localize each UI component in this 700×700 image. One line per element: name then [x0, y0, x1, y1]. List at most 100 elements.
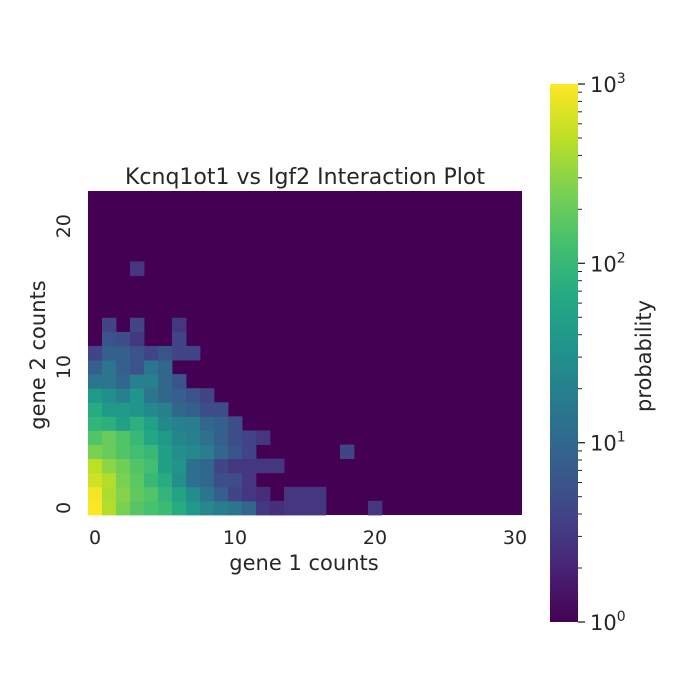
heatmap-cell — [130, 360, 145, 375]
heatmap-cell — [214, 458, 229, 474]
heatmap-cell — [102, 472, 117, 488]
heatmap-cell — [172, 331, 187, 347]
heatmap-cell — [186, 388, 201, 403]
heatmap-cell — [158, 472, 173, 488]
chart-title: Kcnq1ot1 vs Igf2 Interaction Plot — [125, 165, 485, 190]
heatmap-cell — [144, 345, 159, 361]
heatmap-cell — [270, 500, 285, 516]
heatmap-cell — [172, 444, 187, 460]
heatmap-cell — [130, 317, 145, 333]
heatmap-cell — [200, 500, 215, 516]
heatmap-cell — [116, 458, 131, 474]
heatmap-cell — [116, 331, 131, 347]
heatmap-cell — [88, 430, 103, 445]
heatmap-cell — [228, 416, 243, 431]
heatmap-cell — [158, 388, 173, 403]
heatmap-cell — [158, 500, 173, 516]
heatmap-cell — [116, 388, 131, 403]
heatmap-cell — [186, 402, 201, 417]
heatmap-cell — [242, 444, 257, 460]
heatmap-cell — [144, 360, 159, 375]
heatmap-cell — [102, 500, 117, 516]
heatmap-cell — [130, 261, 145, 276]
heatmap-cell — [116, 345, 131, 361]
heatmap-cell — [172, 472, 187, 488]
heatmap-cell — [186, 472, 201, 488]
heatmap-cell — [214, 500, 229, 516]
heatmap-cell — [158, 458, 173, 474]
heatmap-cell — [144, 416, 159, 431]
heatmap-cell — [242, 472, 257, 488]
heatmap-cell — [186, 458, 201, 474]
heatmap-cell — [102, 317, 117, 333]
heatmap-cell — [144, 430, 159, 445]
heatmap-cell — [214, 430, 229, 445]
colorbar-tick-label: 102 — [590, 250, 626, 276]
heatmap-cell — [102, 360, 117, 375]
colorbar-tick-label: 100 — [590, 609, 626, 635]
heatmap-cell — [88, 500, 103, 516]
heatmap-cell — [116, 416, 131, 431]
heatmap-cell — [312, 500, 327, 516]
heatmap-cell — [102, 331, 117, 347]
heatmap-cell — [116, 374, 131, 389]
heatmap-cell — [88, 388, 103, 403]
heatmap-cell — [340, 444, 355, 460]
heatmap-cell — [200, 430, 215, 445]
heatmap-cell — [116, 430, 131, 445]
x-axis-label: gene 1 counts — [229, 551, 378, 575]
heatmap-cells — [88, 191, 522, 516]
heatmap-cell — [172, 317, 187, 333]
heatmap-cell — [116, 402, 131, 417]
heatmap-cell — [172, 388, 187, 403]
heatmap-cell — [130, 331, 145, 347]
heatmap-cell — [214, 402, 229, 417]
heatmap-cell — [158, 345, 173, 361]
heatmap-cell — [130, 500, 145, 516]
colorbar-label: probability — [632, 300, 656, 412]
heatmap-cell — [172, 486, 187, 502]
heatmap-cell — [102, 416, 117, 431]
heatmap-cell — [102, 388, 117, 403]
heatmap-cell — [200, 486, 215, 502]
heatmap-cell — [144, 486, 159, 502]
heatmap-cell — [144, 374, 159, 389]
colorbar-tick-label: 101 — [590, 430, 626, 456]
heatmap-cell — [284, 486, 299, 502]
heatmap-cell — [88, 360, 103, 375]
x-tick-label: 30 — [503, 527, 527, 549]
heatmap-cell — [228, 472, 243, 488]
heatmap-cell — [256, 486, 271, 502]
heatmap-cell — [144, 472, 159, 488]
heatmap-cell — [242, 458, 257, 474]
heatmap-cell — [256, 500, 271, 516]
heatmap-cell — [214, 416, 229, 431]
heatmap-cell — [130, 345, 145, 361]
heatmap-cell — [144, 444, 159, 460]
heatmap-cell — [116, 500, 131, 516]
heatmap-cell — [158, 444, 173, 460]
heatmap-cell — [172, 458, 187, 474]
heatmap-cell — [200, 402, 215, 417]
heatmap-cell — [186, 486, 201, 502]
heatmap-cell — [158, 486, 173, 502]
heatmap-cell — [130, 374, 145, 389]
heatmap-cell — [298, 500, 313, 516]
heatmap-cell — [130, 444, 145, 460]
heatmap-cell — [200, 458, 215, 474]
heatmap-cell — [172, 345, 187, 361]
heatmap-cell — [312, 486, 327, 502]
heatmap-cell — [298, 486, 313, 502]
heatmap-cell — [172, 500, 187, 516]
heatmap-cell — [200, 444, 215, 460]
heatmap-cell — [200, 416, 215, 431]
heatmap-cell — [88, 472, 103, 488]
heatmap-cell — [228, 486, 243, 502]
y-tick-label: 20 — [53, 214, 75, 238]
heatmap-cell — [102, 430, 117, 445]
heatmap-cell — [256, 458, 271, 474]
y-axis-ticks: 0 10 20 — [53, 214, 75, 514]
heatmap-cell — [130, 458, 145, 474]
heatmap-cell — [88, 416, 103, 431]
heatmap-cell — [88, 444, 103, 460]
